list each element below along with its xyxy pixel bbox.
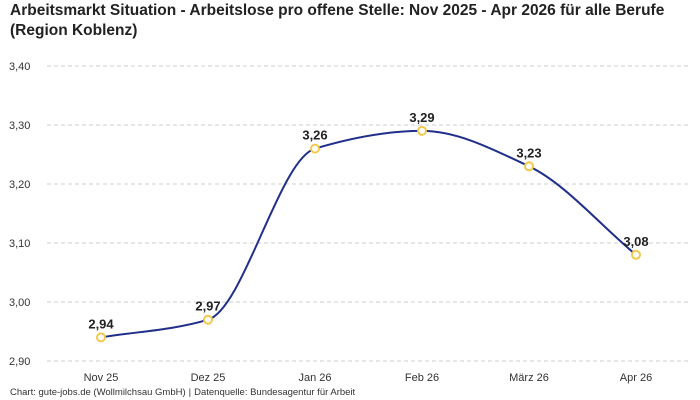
data-label: 3,23 xyxy=(516,145,541,160)
y-tick-label: 2,90 xyxy=(9,356,30,368)
data-point xyxy=(203,314,213,325)
chart-source: Chart: gute-jobs.de (Wollmilchsau GmbH) xyxy=(10,387,186,398)
series-line-layer xyxy=(100,129,637,339)
y-tick-label: 3,20 xyxy=(9,179,30,191)
y-axis-ticks: 2,90 3,00 3,10 3,20 3,30 3,40 xyxy=(9,61,30,368)
data-label: 3,29 xyxy=(409,110,434,125)
x-tick-label: Apr 26 xyxy=(620,372,652,384)
x-tick-label: Feb 26 xyxy=(405,372,439,384)
y-tick-label: 3,40 xyxy=(9,61,30,73)
x-tick-label: März 26 xyxy=(509,372,549,384)
grid-lines xyxy=(47,65,690,362)
data-point xyxy=(417,125,427,136)
series-line xyxy=(100,129,637,339)
data-source: Datenquelle: Bundesagentur für Arbeit xyxy=(194,387,356,398)
y-tick-label: 3,00 xyxy=(9,297,30,309)
x-tick-label: Nov 25 xyxy=(84,372,119,384)
y-tick-label: 3,10 xyxy=(9,238,30,250)
chart-title: Arbeitsmarkt Situation - Arbeitslose pro… xyxy=(10,2,665,39)
data-point xyxy=(631,249,641,260)
x-tick-label: Jan 26 xyxy=(298,372,331,384)
x-tick-label: Dez 25 xyxy=(191,372,226,384)
data-point xyxy=(524,161,534,172)
data-point xyxy=(310,143,320,154)
data-points xyxy=(96,125,641,343)
data-label: 3,26 xyxy=(302,128,327,143)
footer-separator: | xyxy=(188,387,192,398)
x-axis-ticks: Nov 25 Dez 25 Jan 26 Feb 26 März 26 Apr 26 xyxy=(84,372,653,384)
data-label: 3,08 xyxy=(623,234,648,249)
data-point xyxy=(96,332,106,343)
data-labels: 2,94 2,97 3,26 3,29 3,23 3,08 xyxy=(88,110,648,331)
data-label: 2,97 xyxy=(195,299,220,314)
data-label: 2,94 xyxy=(88,316,114,331)
y-tick-label: 3,30 xyxy=(9,120,30,132)
chart-footer: Chart: gute-jobs.de (Wollmilchsau GmbH) |… xyxy=(10,387,355,398)
